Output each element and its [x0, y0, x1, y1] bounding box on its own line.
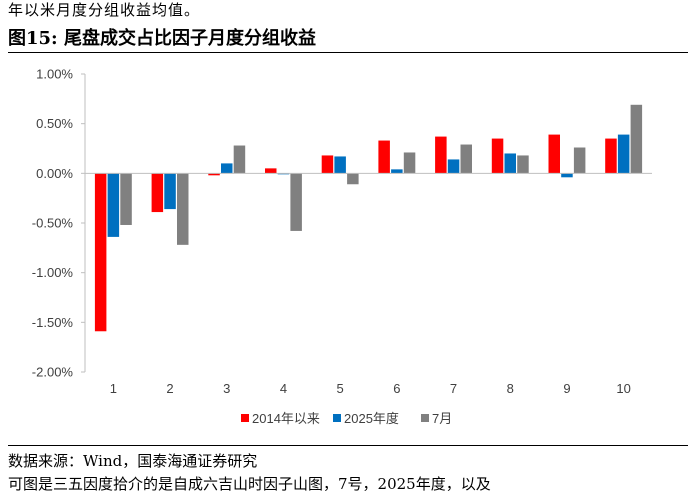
bar [617, 134, 630, 174]
legend-label: 7月 [432, 411, 452, 426]
bar [504, 153, 516, 174]
bars-group [94, 104, 643, 332]
intro-text: 年以米月度分组收益均值。 [8, 1, 201, 19]
bar [391, 169, 403, 174]
source-rule [8, 445, 688, 446]
y-tick-label: -1.00% [32, 265, 74, 280]
bar [107, 173, 120, 237]
x-tick-label: 5 [337, 381, 344, 396]
x-tick-label: 10 [616, 381, 630, 396]
figure-title: 图15: 尾盘成交占比因子月度分组收益 [8, 28, 316, 49]
bar [221, 163, 233, 174]
bar [347, 173, 359, 185]
bar [321, 155, 334, 174]
x-tick-label: 1 [110, 381, 117, 396]
legend-swatch [241, 414, 249, 422]
y-tick-label: -0.50% [32, 216, 74, 231]
y-tick-label: -2.00% [32, 365, 74, 380]
following-text: 可图是三五因度拾介的是自成六吉山时因子山图，7号，2025年度，以及 [8, 475, 491, 493]
bar [491, 138, 504, 174]
bar [265, 168, 277, 174]
bar [605, 138, 617, 174]
x-tick-label: 8 [507, 381, 514, 396]
y-tick-label: -1.50% [32, 315, 74, 330]
title-rule [8, 52, 688, 53]
legend: 2014年以来 2025年度 7月 [241, 411, 452, 426]
x-tick-label: 4 [280, 381, 287, 396]
bar [208, 173, 220, 176]
y-tick-label: 0.50% [36, 116, 73, 131]
bar [164, 173, 176, 210]
y-tick-label: 1.00% [36, 67, 73, 82]
x-tick-label: 9 [563, 381, 570, 396]
x-axis: 1 2 3 4 5 6 7 8 9 10 [85, 172, 652, 396]
x-tick-label: 3 [223, 381, 230, 396]
bar [290, 173, 302, 231]
bar [630, 104, 643, 174]
legend-label: 2014年以来 [252, 411, 320, 426]
bar [177, 173, 189, 245]
bar [517, 155, 529, 174]
x-tick-label: 2 [166, 381, 173, 396]
x-tick-label: 7 [450, 381, 457, 396]
legend-label: 2025年度 [344, 411, 399, 426]
bar [435, 136, 447, 174]
bar [548, 134, 560, 174]
bar [94, 173, 107, 332]
bar-chart: -2.00%-1.50%-1.00%-0.50%0.00%0.50%1.00% … [32, 67, 652, 426]
bar [151, 173, 164, 213]
bar [233, 145, 246, 174]
bar [403, 152, 416, 174]
bar [561, 173, 573, 178]
bar [460, 144, 472, 174]
bar [573, 147, 586, 174]
bar [447, 159, 460, 174]
x-tick-label: 6 [393, 381, 400, 396]
y-tick-label: 0.00% [36, 166, 73, 181]
bar [334, 156, 346, 174]
source-note: 数据来源：Wind，国泰海通证券研究 [8, 452, 258, 470]
bar [378, 140, 390, 174]
bar [120, 173, 132, 225]
legend-swatch [333, 414, 341, 422]
legend-swatch [421, 414, 429, 422]
y-axis: -2.00% -1.50% -1.00% -0.50% 0.00% 0.50% 1.00% [32, 67, 86, 380]
